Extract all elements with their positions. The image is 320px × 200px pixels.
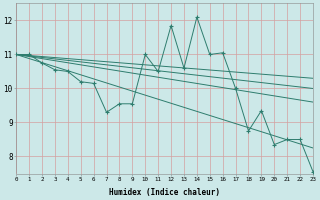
X-axis label: Humidex (Indice chaleur): Humidex (Indice chaleur) [109, 188, 220, 197]
